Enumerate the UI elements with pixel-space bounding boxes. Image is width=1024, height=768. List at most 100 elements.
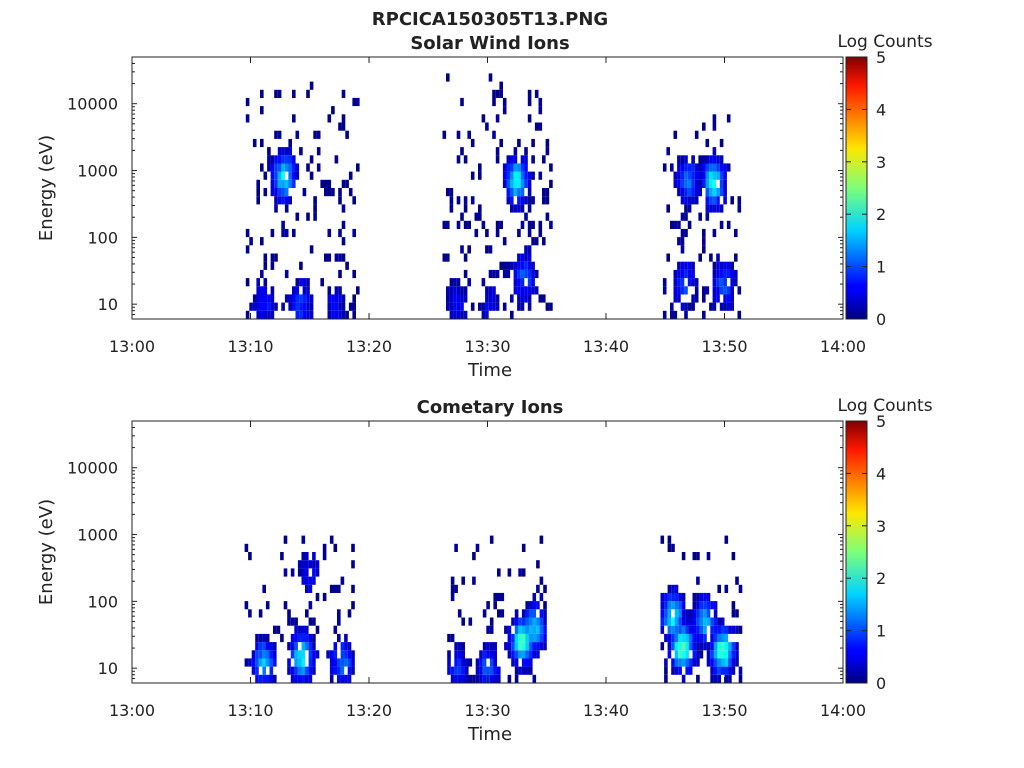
spectrogram-cell [724, 633, 729, 643]
spectrogram-cell [680, 188, 685, 197]
spectrogram-cell [333, 543, 338, 552]
spectrogram-cell [315, 568, 320, 577]
spectrogram-cell [465, 658, 469, 667]
spectrogram-cell [449, 286, 454, 295]
y-axis-ticks: 10 100 1000 10000 [67, 420, 843, 684]
spectrogram-cell [664, 617, 668, 626]
spectrogram-cell [678, 625, 682, 634]
spectrogram-cell [338, 188, 342, 197]
spectrogram-cell [726, 302, 731, 311]
colorbar [846, 421, 867, 683]
spectrogram-cell [517, 228, 521, 238]
spectrogram-cell [532, 609, 537, 618]
spectrogram-cell [507, 625, 512, 634]
spectrogram-cell [543, 625, 547, 634]
spectrogram-cell [549, 163, 553, 172]
spectrogram-cell [305, 642, 309, 651]
spectrogram-cell [352, 228, 356, 238]
spectrogram-cell [478, 302, 482, 311]
spectrogram-cell [706, 650, 711, 659]
spectrogram-cell [356, 163, 360, 172]
spectrogram-cell [468, 617, 473, 626]
spectrogram-cell [673, 269, 678, 279]
spectrogram-cell [283, 568, 288, 577]
spectrogram-cell [295, 286, 300, 295]
spectrogram-cell [284, 147, 289, 156]
spectrogram-cell [698, 163, 702, 172]
spectrogram-cell [258, 609, 263, 618]
spectrogram-cell [352, 97, 356, 107]
spectrogram-cell [710, 674, 714, 683]
spectrogram-cell [260, 302, 264, 311]
colorbar-tick-label: 5 [876, 48, 886, 67]
spectrogram-cell [248, 658, 252, 667]
spectrogram-cell [281, 155, 285, 164]
spectrogram-cell [664, 658, 668, 667]
spectrogram-cell [702, 122, 706, 131]
spectrogram-cell [735, 625, 739, 634]
spectrogram-cell [352, 269, 356, 279]
spectrogram-cell [705, 286, 710, 295]
spectrogram-cell [467, 130, 471, 139]
spectrogram-cell [674, 650, 679, 659]
spectrogram-cell [520, 286, 525, 295]
spectrogram-cell [482, 666, 487, 675]
spectrogram-cell [688, 617, 693, 626]
spectrogram-cell [716, 155, 720, 164]
spectrogram-cell [454, 674, 458, 683]
spectrogram-cell [270, 253, 275, 262]
spectrogram-cell [539, 617, 544, 626]
spectrogram-cell [735, 650, 739, 659]
spectrogram-cell [660, 592, 665, 602]
spectrogram-cell [673, 220, 678, 229]
spectrogram-cell [334, 302, 339, 311]
spectrogram-cell [734, 228, 738, 238]
spectrogram-cell [664, 609, 668, 618]
spectrogram-cell [258, 658, 263, 667]
spectrogram-cell [677, 163, 681, 172]
spectrogram-cell [260, 269, 264, 279]
spectrogram-cell [492, 130, 496, 139]
spectrogram-cell [347, 658, 352, 667]
spectrogram-cell [703, 601, 707, 610]
spectrogram-cell [463, 253, 468, 262]
spectrogram-cell [670, 302, 674, 311]
spectrogram-cell [667, 642, 672, 651]
spectrogram-cell [465, 666, 469, 675]
spectrogram-cell [525, 609, 529, 618]
spectrogram-cell [347, 642, 352, 651]
spectrogram-cell [543, 642, 547, 651]
spectrogram-cell [475, 666, 480, 675]
spectrogram-cell [735, 658, 739, 667]
spectrogram-cell [277, 130, 282, 139]
spectrogram-cell [525, 666, 529, 675]
figure-title: RPCICA150305T13.PNG [372, 9, 608, 30]
spectrogram-cell [691, 294, 695, 303]
spectrogram-cell [667, 535, 672, 544]
spectrogram-cell [274, 204, 278, 213]
spectrogram-cell [529, 658, 533, 667]
spectrogram-cell [525, 617, 529, 626]
spectrogram-cell [288, 196, 292, 205]
spectrogram-cell [305, 568, 309, 577]
spectrogram-cell [692, 609, 697, 618]
spectrogram-cell [283, 601, 288, 610]
spectrogram-cell [687, 278, 692, 287]
spectrogram-cell [284, 204, 289, 213]
spectrogram-cell [273, 642, 277, 651]
spectrogram-cell [460, 286, 464, 295]
spectrogram-cell [301, 642, 306, 651]
spectrogram-cell [696, 552, 700, 561]
spectrogram-cell [517, 278, 521, 287]
spectrogram-cell [511, 617, 515, 626]
spectrogram-cell [281, 147, 285, 156]
spectrogram-cell [678, 609, 682, 618]
spectrogram-cell [525, 601, 529, 610]
spectrogram-cell [333, 658, 338, 667]
spectrogram-cell [525, 642, 529, 651]
x-axis-label: Time [467, 724, 512, 745]
spectrogram-cell [524, 179, 528, 188]
spectrogram-cell [470, 196, 475, 205]
spectrogram-cell [299, 294, 303, 303]
spectrogram-cell [288, 294, 292, 303]
